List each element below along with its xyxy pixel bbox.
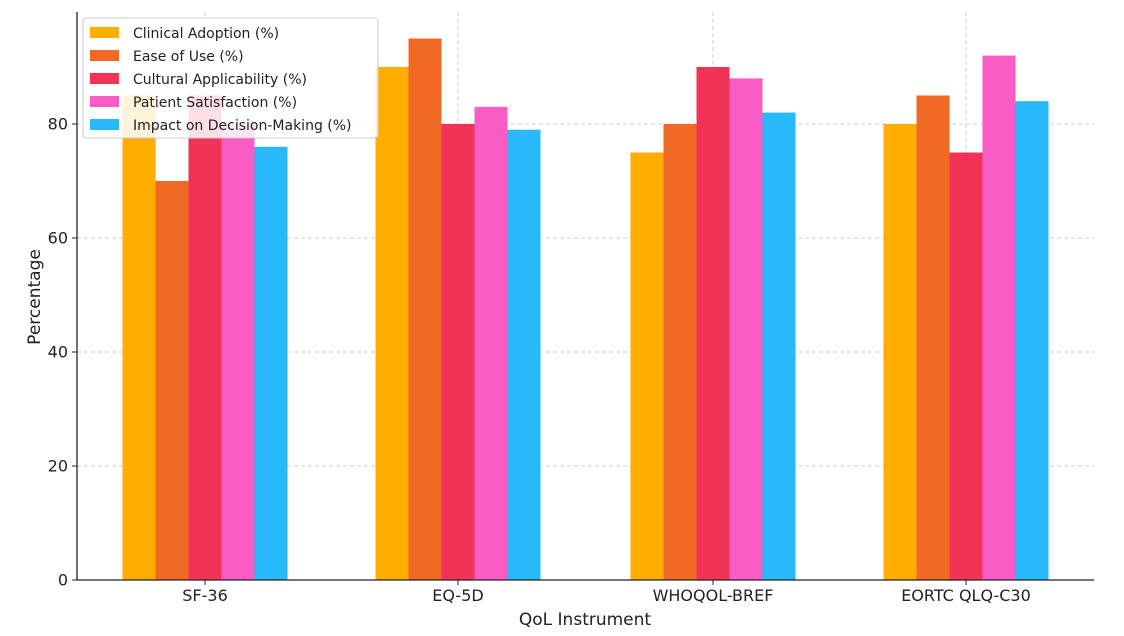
bar-ease-of-use-whoqol-bref bbox=[663, 124, 697, 580]
bar-cultural-applicability-eortc-qlq-c30 bbox=[949, 152, 983, 580]
legend-swatch-ease-of-use bbox=[90, 50, 119, 61]
x-tick-label-whoqol-bref: WHOQOL-BREF bbox=[653, 586, 774, 605]
bar-patient-satisfaction-eq-5d bbox=[474, 106, 508, 581]
legend: Clinical Adoption (%) Ease of Use (%) Cult… bbox=[82, 17, 379, 139]
y-tick-label: 0 bbox=[58, 571, 68, 590]
legend-label-cultural-applicability: Cultural Applicability (%) bbox=[133, 72, 307, 88]
bar-cultural-applicability-sf-36 bbox=[188, 95, 222, 580]
x-ticks: SF-36 EQ-5D WHOQOL-BREF EORTC QLQ-C30 bbox=[182, 580, 1031, 605]
bar-ease-of-use-eortc-qlq-c30 bbox=[916, 95, 950, 580]
legend-label-ease-of-use: Ease of Use (%) bbox=[133, 49, 244, 65]
bar-impact-on-decision-making-eq-5d bbox=[507, 129, 541, 580]
y-ticks: 0 20 40 60 80 bbox=[48, 115, 77, 590]
legend-box bbox=[82, 17, 379, 139]
legend-label-impact-on-decision-making: Impact on Decision-Making (%) bbox=[133, 118, 352, 134]
bar-clinical-adoption-eortc-qlq-c30 bbox=[883, 124, 917, 580]
x-tick-label-eortc-qlq-c30: EORTC QLQ-C30 bbox=[901, 586, 1031, 605]
bar-cultural-applicability-eq-5d bbox=[441, 124, 475, 580]
y-tick-label: 60 bbox=[48, 229, 68, 248]
y-tick-label: 40 bbox=[48, 343, 68, 362]
x-tick-label-eq-5d: EQ-5D bbox=[432, 586, 483, 605]
legend-label-clinical-adoption: Clinical Adoption (%) bbox=[133, 26, 279, 42]
legend-swatch-clinical-adoption bbox=[90, 27, 119, 38]
bar-impact-on-decision-making-sf-36 bbox=[254, 146, 288, 581]
legend-label-patient-satisfaction: Patient Satisfaction (%) bbox=[133, 95, 297, 111]
bars bbox=[122, 38, 1049, 581]
legend-swatch-impact-on-decision-making bbox=[90, 119, 119, 130]
bar-patient-satisfaction-whoqol-bref bbox=[729, 78, 763, 581]
x-tick-label-sf-36: SF-36 bbox=[182, 586, 228, 605]
bar-ease-of-use-eq-5d bbox=[408, 38, 442, 580]
bar-patient-satisfaction-eortc-qlq-c30 bbox=[982, 55, 1016, 581]
legend-swatch-patient-satisfaction bbox=[90, 96, 119, 107]
axes bbox=[76, 12, 1094, 581]
x-axis-title: QoL Instrument bbox=[519, 610, 652, 630]
bar-clinical-adoption-eq-5d bbox=[375, 67, 409, 580]
y-tick-label: 20 bbox=[48, 457, 68, 476]
bar-cultural-applicability-whoqol-bref bbox=[696, 67, 730, 580]
y-axis-title: Percentage bbox=[25, 249, 45, 345]
bar-impact-on-decision-making-whoqol-bref bbox=[762, 112, 796, 580]
y-tick-label: 80 bbox=[48, 115, 68, 134]
legend-swatch-cultural-applicability bbox=[90, 73, 119, 84]
bar-patient-satisfaction-sf-36 bbox=[221, 124, 255, 580]
bar-clinical-adoption-sf-36 bbox=[122, 95, 156, 580]
bar-impact-on-decision-making-eortc-qlq-c30 bbox=[1015, 101, 1049, 580]
bar-ease-of-use-sf-36 bbox=[155, 181, 189, 580]
bar-clinical-adoption-whoqol-bref bbox=[630, 152, 664, 580]
